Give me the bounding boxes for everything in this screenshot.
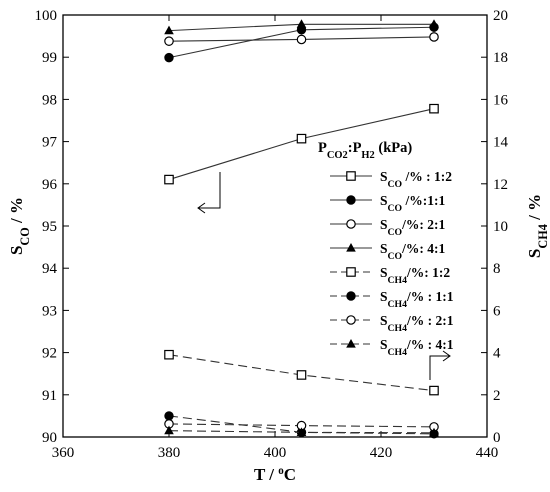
- arrow-left-head: [197, 202, 206, 214]
- y-right-tick-label: 6: [493, 303, 501, 319]
- legend-label-4: SCO/%: 4:1: [380, 241, 445, 262]
- data-point-s3-3: [429, 32, 439, 42]
- data-point-s6-1: [164, 411, 174, 421]
- y-left-tick-label: 91: [42, 388, 57, 404]
- arrow-left-line: [198, 172, 221, 209]
- data-point-s8-3: [429, 427, 439, 437]
- data-point-s1-3: [429, 103, 439, 114]
- y-left-axis-label: SCO / %: [7, 197, 32, 255]
- legend-label-1: SCO /% : 1:2: [380, 169, 452, 190]
- data-point-s4-3: [429, 19, 439, 28]
- data-point-s2-1: [164, 52, 174, 63]
- data-point-s4-1: [164, 25, 174, 35]
- y-left-tick-label: 92: [42, 346, 57, 362]
- data-point-s3-1: [164, 36, 174, 46]
- data-point-s5-1: [164, 349, 174, 360]
- data-point-s5-2: [296, 370, 307, 380]
- y-right-tick-label: 0: [493, 430, 501, 446]
- y-left-tick-label: 94: [42, 261, 58, 277]
- x-tick-label: 380: [158, 445, 181, 461]
- y-left-tick-label: 96: [42, 177, 58, 193]
- legend-marker-3: [346, 219, 356, 229]
- data-point-s4-2: [296, 19, 307, 28]
- y-right-tick-label: 4: [493, 346, 501, 362]
- annotations: [197, 172, 451, 380]
- arrow-right-head: [442, 350, 451, 362]
- y-right-tick-label: 12: [493, 177, 508, 193]
- y-right-tick-label: 8: [493, 261, 501, 277]
- y-left-tick-label: 90: [42, 430, 57, 446]
- data-point-s8-2: [296, 427, 307, 436]
- y-left-tick-label: 98: [42, 92, 57, 108]
- legend-marker-5: [346, 267, 356, 277]
- y-right-tick-label: 14: [493, 135, 509, 151]
- y-right-tick-label: 20: [493, 8, 508, 24]
- data-point-s5-3: [429, 385, 439, 396]
- legend-label-6: SCH4/% : 1:1: [380, 289, 454, 310]
- x-tick-label: 360: [52, 445, 75, 461]
- data-point-s1-2: [296, 133, 307, 144]
- data-point-s8-1: [164, 425, 174, 435]
- y-right-axis-label: SCH4 / %: [525, 194, 550, 258]
- legend-title: PCO2:PH2 (kPa): [318, 140, 412, 161]
- legend-label-7: SCH4/% : 2:1: [380, 313, 454, 334]
- x-axis-label: T / oC: [254, 465, 296, 484]
- axes-layer: 360 380 400 420 4409091929394959697989910002…: [7, 8, 550, 484]
- legend-marker-4: [346, 243, 356, 252]
- legend-marker-6: [346, 291, 356, 301]
- legend-marker-1: [346, 171, 356, 181]
- y-left-tick-label: 93: [42, 303, 57, 319]
- series-layer: [164, 19, 439, 439]
- x-tick-label: 440: [476, 445, 499, 461]
- legend-marker-2: [346, 195, 356, 205]
- y-left-tick-label: 95: [42, 219, 57, 235]
- legend-label-3: SCO/%: 2:1: [380, 217, 445, 238]
- legend-marker-8: [346, 339, 356, 348]
- legend-label-8: SCH4/% : 4:1: [380, 337, 454, 358]
- y-right-tick-label: 18: [493, 50, 508, 66]
- legend: PCO2:PH2 (kPa) SCO /% : 1:2 SCO /%:1:1 SCO/…: [318, 140, 454, 358]
- data-point-s1-1: [164, 174, 174, 185]
- x-tick-label: 400: [264, 445, 287, 461]
- y-right-tick-label: 2: [493, 388, 501, 404]
- data-point-s3-2: [296, 34, 307, 45]
- x-tick-label: 420: [370, 445, 393, 461]
- legend-label-5: SCH4/%: 1:2: [380, 265, 450, 286]
- y-right-tick-label: 16: [493, 92, 509, 108]
- y-left-tick-label: 99: [42, 50, 57, 66]
- legend-marker-7: [346, 315, 356, 325]
- y-right-tick-label: 10: [493, 219, 508, 235]
- y-left-tick-label: 97: [42, 135, 58, 151]
- y-left-tick-label: 100: [35, 8, 58, 24]
- arrow-right-line: [429, 355, 450, 380]
- legend-label-2: SCO /%:1:1: [380, 193, 445, 214]
